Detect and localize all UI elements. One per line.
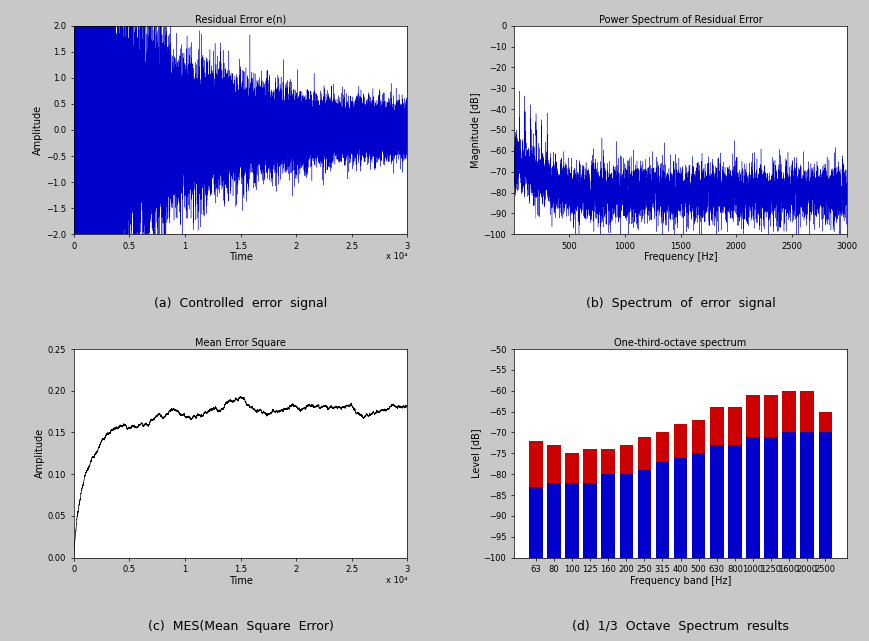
Bar [782, 391, 796, 433]
Bar [620, 474, 634, 558]
Text: x 10⁴: x 10⁴ [386, 576, 408, 585]
Bar [692, 420, 706, 453]
Bar [764, 395, 778, 437]
Bar [529, 487, 542, 558]
X-axis label: Frequency [Hz]: Frequency [Hz] [644, 253, 718, 262]
Bar [601, 449, 615, 474]
Bar [656, 433, 669, 462]
X-axis label: Time: Time [229, 576, 253, 586]
Bar [656, 462, 669, 558]
Bar [800, 391, 814, 433]
Y-axis label: Level [dB]: Level [dB] [471, 429, 481, 478]
Bar [547, 483, 561, 558]
Bar [728, 445, 741, 558]
Bar [601, 474, 615, 558]
Title: One-third-octave spectrum: One-third-octave spectrum [614, 338, 746, 348]
Text: x 10⁴: x 10⁴ [386, 253, 408, 262]
Bar [547, 445, 561, 483]
Text: (a)  Controlled  error  signal: (a) Controlled error signal [154, 297, 327, 310]
Y-axis label: Magnitude [dB]: Magnitude [dB] [471, 92, 481, 168]
Bar [746, 437, 760, 558]
Text: (b)  Spectrum  of  error  signal: (b) Spectrum of error signal [586, 297, 775, 310]
Bar [673, 424, 687, 458]
Title: Mean Error Square: Mean Error Square [196, 338, 286, 348]
Bar [638, 470, 651, 558]
Bar [638, 437, 651, 470]
Bar [673, 458, 687, 558]
Bar [565, 483, 579, 558]
Bar [710, 445, 724, 558]
Bar [728, 408, 741, 445]
X-axis label: Time: Time [229, 253, 253, 262]
Bar [583, 483, 597, 558]
Title: Power Spectrum of Residual Error: Power Spectrum of Residual Error [599, 15, 762, 25]
Bar [583, 449, 597, 483]
Bar [710, 408, 724, 445]
Bar [565, 453, 579, 483]
Y-axis label: Amplitude: Amplitude [33, 105, 43, 155]
Text: (c)  MES(Mean  Square  Error): (c) MES(Mean Square Error) [148, 620, 334, 633]
Bar [819, 412, 833, 433]
Bar [764, 437, 778, 558]
Bar [620, 445, 634, 474]
Y-axis label: Amplitude: Amplitude [35, 428, 45, 478]
Bar [746, 395, 760, 437]
Title: Residual Error e(n): Residual Error e(n) [195, 15, 286, 25]
Bar [692, 453, 706, 558]
Bar [800, 433, 814, 558]
X-axis label: Frequency band [Hz]: Frequency band [Hz] [630, 576, 732, 586]
Bar [819, 433, 833, 558]
Text: (d)  1/3  Octave  Spectrum  results: (d) 1/3 Octave Spectrum results [572, 620, 789, 633]
Bar [782, 433, 796, 558]
Bar [529, 441, 542, 487]
